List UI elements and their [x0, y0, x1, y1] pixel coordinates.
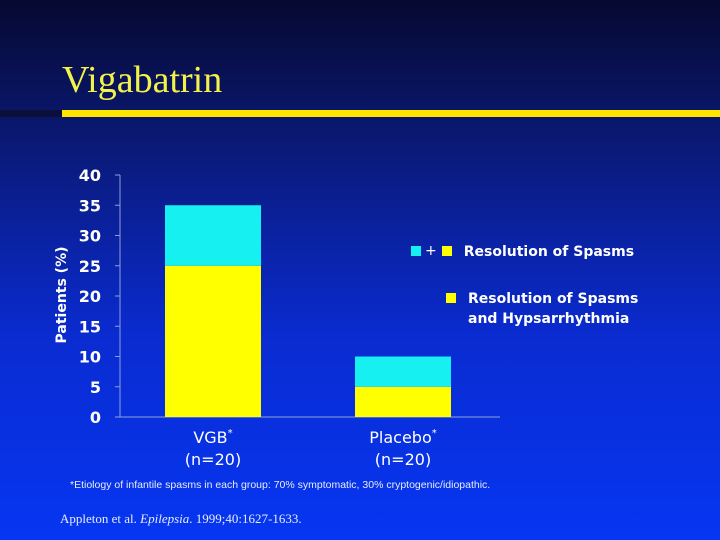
citation-rest: . 1999;40:1627-1633.	[189, 511, 302, 526]
y-tick-label: 15	[79, 317, 101, 336]
y-tick-label: 5	[90, 378, 101, 397]
legend-swatch-yellow	[446, 293, 456, 303]
y-tick-label: 40	[79, 166, 101, 185]
slide-title: Vigabatrin	[62, 59, 223, 101]
legend-item-spasms: + Resolution of Spasms	[411, 242, 711, 262]
legend-swatch-yellow	[441, 246, 452, 256]
y-tick-label: 20	[79, 287, 101, 306]
citation: Appleton et al. Epilepsia. 1999;40:1627-…	[60, 511, 302, 527]
bar-vgb-spasms-and-hypsarrhythmia	[165, 265, 261, 417]
legend-plus: +	[425, 243, 437, 259]
x-category-n-label: (n=20)	[185, 450, 241, 469]
bar-placebo-spasms-and-hypsarrhythmia	[355, 386, 451, 417]
bar-placebo-spasms-only	[355, 356, 451, 387]
x-category-label: VGB*	[193, 428, 232, 447]
y-tick-label: 30	[79, 227, 101, 246]
citation-authors: Appleton et al.	[60, 511, 141, 526]
legend-label-spasms: Resolution of Spasms	[463, 244, 635, 260]
title-rule-left	[0, 110, 62, 117]
x-category-n-label: (n=20)	[375, 450, 431, 469]
y-tick-label: 10	[79, 348, 101, 367]
chart-legend: + Resolution of Spasms Resolution of Spa…	[411, 242, 711, 329]
y-tick-label: 35	[79, 196, 101, 215]
citation-journal: Epilepsia	[140, 511, 190, 526]
legend-label-line1: Resolution of Spasms	[468, 291, 639, 307]
y-axis-label: Patients (%)	[54, 246, 70, 343]
footnote: *Etiology of infantile spasms in each gr…	[70, 479, 491, 491]
legend-item-spasms-hypsarrhythmia: Resolution of Spasms and Hypsarrhythmia	[411, 289, 711, 329]
legend-label-line2: and Hypsarrhythmia	[468, 311, 630, 327]
y-tick-label: 0	[90, 408, 101, 427]
x-category-label: Placebo*	[369, 428, 436, 447]
bar-vgb-spasms-only	[165, 205, 261, 266]
y-tick-label: 25	[79, 257, 101, 276]
title-rule	[62, 110, 720, 117]
legend-swatch-cyan	[411, 246, 421, 256]
legend-label-spasms-hypsarrhythmia: Resolution of Spasms and Hypsarrhythmia	[468, 289, 638, 329]
